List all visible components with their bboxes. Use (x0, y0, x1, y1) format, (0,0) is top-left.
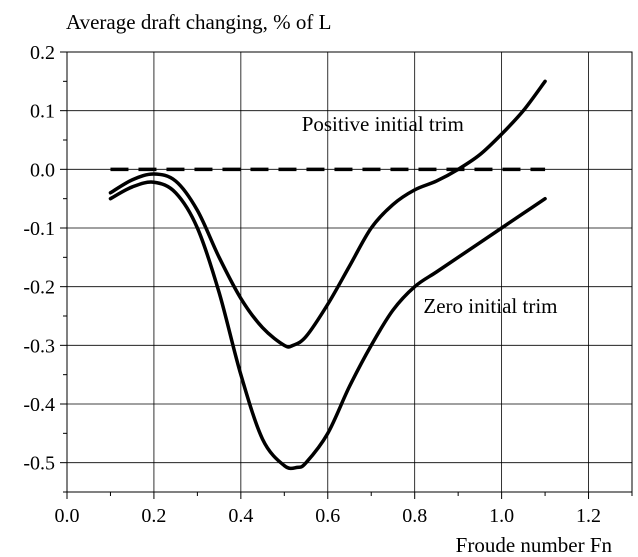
x-axis-label: Froude number Fn (456, 533, 613, 557)
x-tick-label: 0.4 (228, 505, 253, 527)
y-tick-label: 0.1 (30, 101, 55, 123)
series-annotation: Positive initial trim (302, 112, 464, 136)
annotations: Positive initial trim Zero initial trim (302, 112, 558, 318)
y-tick-label: -0.1 (23, 218, 55, 240)
x-tick-label: 1.0 (489, 505, 514, 527)
y-tick-label: -0.2 (23, 277, 55, 299)
x-tick-label: 1.2 (576, 505, 601, 527)
y-tick-label: -0.3 (23, 335, 55, 357)
y-tick-label: 0.2 (30, 42, 55, 64)
y-tick-label: -0.4 (23, 394, 55, 416)
series-line-0 (108, 79, 547, 349)
y-tick-label: 0.0 (30, 159, 55, 181)
axis-ticks (60, 51, 633, 499)
y-axis-label: Average draft changing, % of L (66, 10, 332, 34)
grid-lines (67, 51, 632, 492)
x-tick-label: 0.0 (55, 505, 80, 527)
x-tick-label: 0.2 (141, 505, 166, 527)
y-tick-label: -0.5 (23, 453, 55, 475)
x-tick-label: 0.6 (315, 505, 340, 527)
series-annotation: Zero initial trim (423, 294, 557, 318)
series-line-1 (108, 180, 547, 471)
plot-frame (66, 51, 633, 493)
tick-labels: 0.0 0.2 0.4 0.6 0.8 1.0 1.2 0.2 0.1 0.0 -0.1 -0.2 -0… (23, 42, 601, 527)
x-tick-label: 0.8 (402, 505, 427, 527)
series-layer (108, 79, 547, 471)
